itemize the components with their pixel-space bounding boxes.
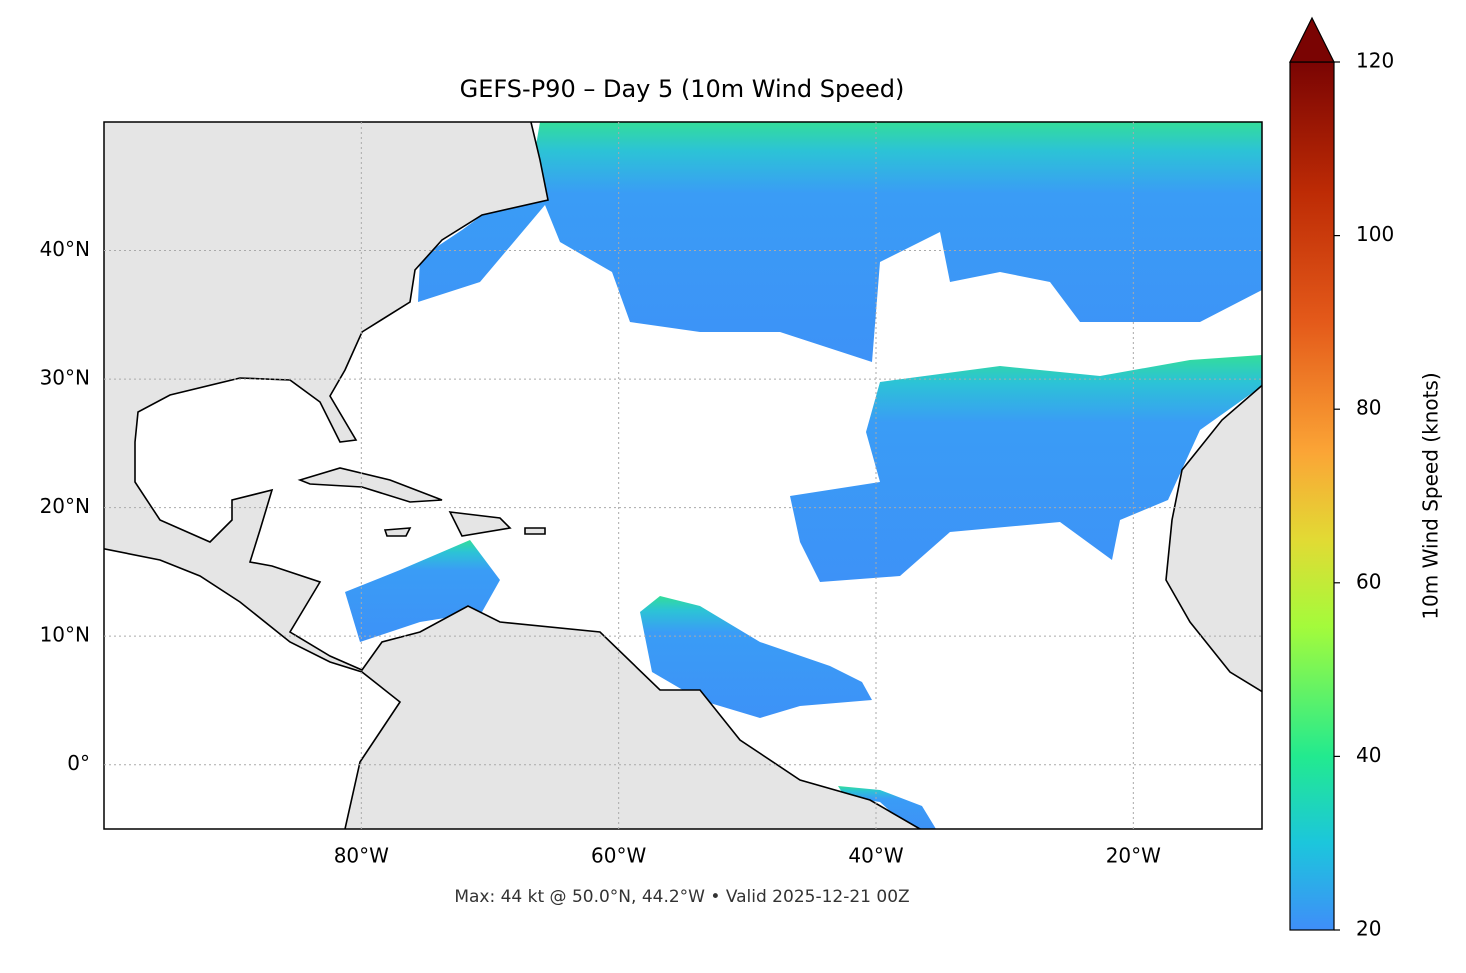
wind-area: [790, 355, 1262, 582]
colorbar-tick-label: 20: [1356, 917, 1381, 941]
colorbar-tick-label: 120: [1356, 49, 1394, 73]
island: [448, 511, 512, 537]
wind-area: [838, 786, 936, 829]
x-tick-label: 80°W: [334, 844, 389, 868]
wind-area: [345, 540, 500, 642]
wind-area: [418, 122, 1262, 362]
island: [383, 527, 412, 537]
colorbar-extension: [1289, 16, 1335, 63]
wind-area: [640, 596, 872, 718]
y-tick-label: 10°N: [40, 623, 90, 647]
colorbar-tick-label: 60: [1356, 569, 1381, 593]
land: [1165, 384, 1262, 693]
map: [104, 122, 1262, 829]
colorbar-tick-label: 80: [1356, 396, 1381, 420]
x-tick-label: 40°W: [848, 844, 903, 868]
colorbar: [1289, 61, 1335, 931]
x-tick-label: 20°W: [1106, 844, 1161, 868]
chart-title: GEFS-P90 – Day 5 (10m Wind Speed): [460, 75, 905, 103]
colorbar-label: 10m Wind Speed (knots): [1419, 372, 1443, 619]
plot-frame: [103, 121, 1263, 830]
y-tick-label: 20°N: [40, 494, 90, 518]
y-tick-label: 0°: [67, 751, 90, 775]
colorbar-tick-label: 40: [1356, 743, 1381, 767]
x-tick-label: 60°W: [591, 844, 646, 868]
y-tick-label: 40°N: [40, 237, 90, 261]
y-tick-label: 30°N: [40, 366, 90, 390]
annotation: Max: 44 kt @ 50.0°N, 44.2°W • Valid 2025…: [454, 887, 909, 907]
colorbar-tick-label: 100: [1356, 222, 1394, 246]
island: [524, 527, 546, 535]
island: [297, 467, 443, 503]
